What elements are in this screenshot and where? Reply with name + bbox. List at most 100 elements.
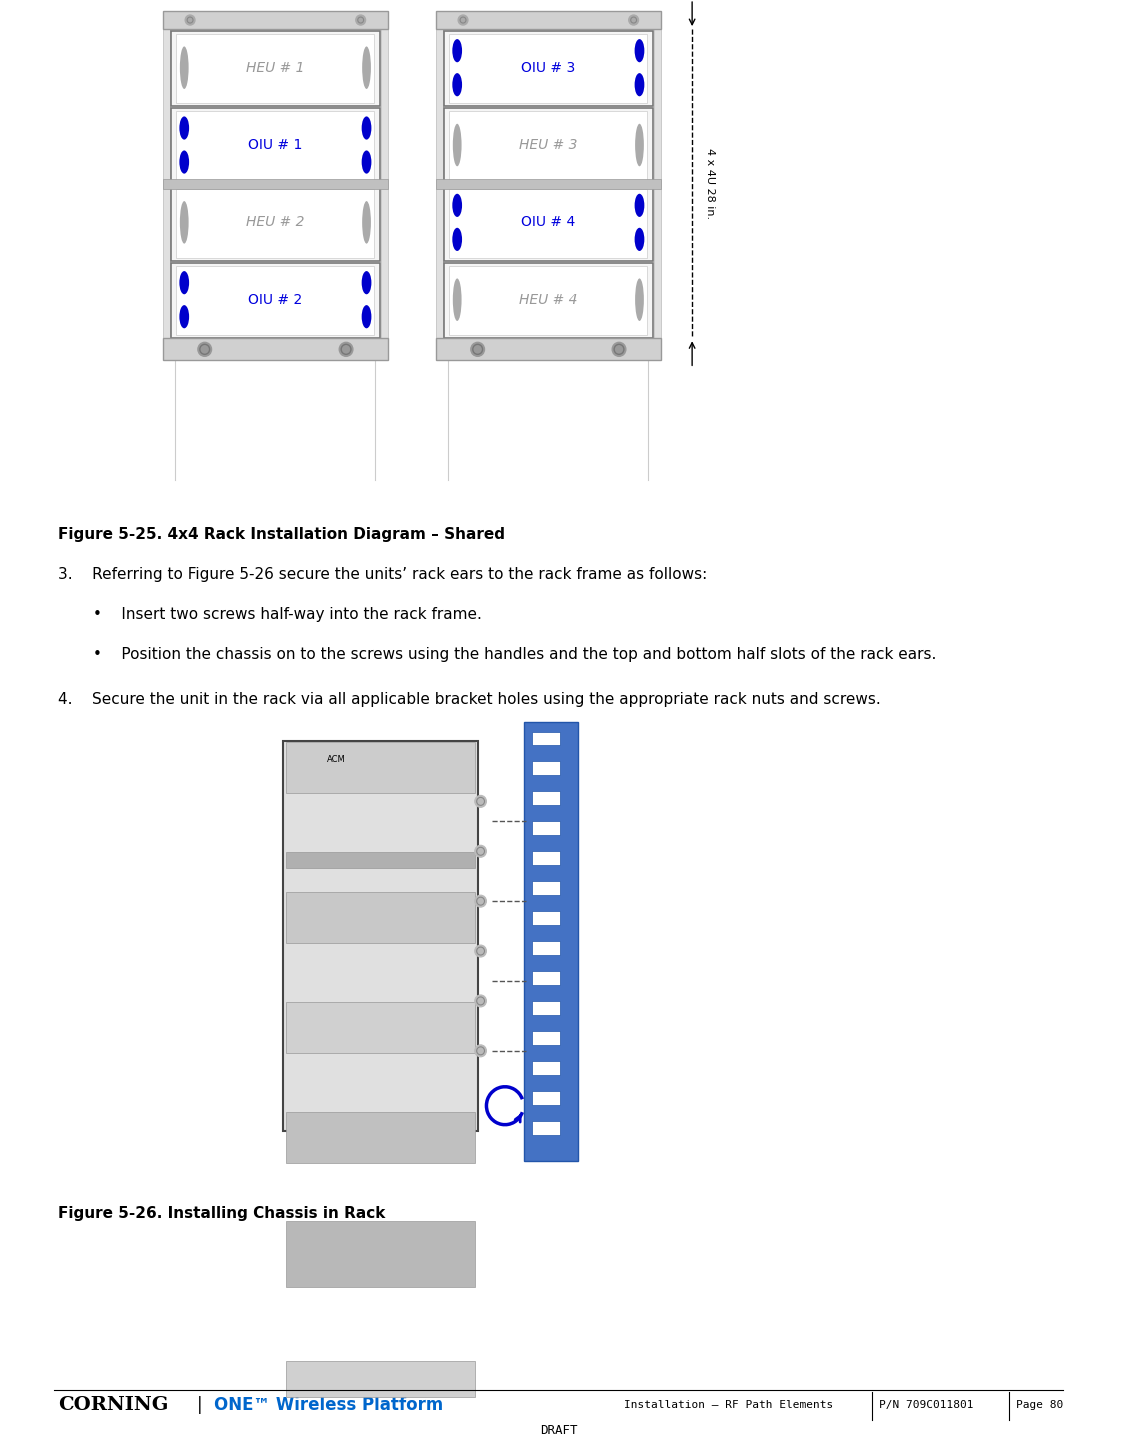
- Text: •    Insert two screws half-way into the rack frame.: • Insert two screws half-way into the ra…: [93, 607, 481, 622]
- Bar: [285, 852, 474, 868]
- Text: 3.    Referring to Figure 5-26 secure the units’ rack ears to the rack frame as : 3. Referring to Figure 5-26 secure the u…: [58, 567, 708, 581]
- Bar: [285, 892, 474, 943]
- Bar: [532, 1030, 559, 1045]
- Bar: [435, 12, 661, 29]
- Ellipse shape: [453, 124, 462, 167]
- Text: •    Position the chassis on to the screws using the handles and the top and bot: • Position the chassis on to the screws …: [93, 646, 936, 662]
- Bar: [176, 189, 375, 258]
- Bar: [449, 35, 647, 104]
- Text: 4 x 4U 28 in.: 4 x 4U 28 in.: [705, 148, 715, 219]
- Circle shape: [629, 14, 638, 24]
- Ellipse shape: [635, 227, 644, 250]
- Ellipse shape: [362, 271, 371, 295]
- Circle shape: [198, 342, 212, 357]
- Circle shape: [458, 14, 468, 24]
- Text: ONE™ Wireless Platform: ONE™ Wireless Platform: [214, 1396, 444, 1415]
- Bar: [532, 852, 559, 865]
- Text: HEU # 3: HEU # 3: [519, 138, 578, 153]
- Bar: [163, 29, 170, 338]
- Bar: [532, 941, 559, 955]
- Bar: [171, 32, 380, 106]
- Ellipse shape: [635, 124, 644, 167]
- Bar: [444, 108, 653, 184]
- Text: OIU # 4: OIU # 4: [521, 216, 575, 229]
- Bar: [285, 743, 474, 793]
- Ellipse shape: [635, 39, 644, 62]
- Circle shape: [474, 845, 486, 858]
- Ellipse shape: [362, 201, 371, 243]
- Bar: [444, 186, 653, 260]
- Text: Page 80: Page 80: [1015, 1400, 1063, 1410]
- Bar: [171, 186, 380, 260]
- Text: |: |: [197, 1396, 203, 1415]
- Ellipse shape: [180, 271, 189, 295]
- Ellipse shape: [180, 117, 189, 140]
- Text: Installation – RF Path Elements: Installation – RF Path Elements: [623, 1400, 833, 1410]
- Bar: [176, 35, 375, 104]
- Ellipse shape: [453, 227, 462, 250]
- Text: 4.    Secure the unit in the rack via all applicable bracket holes using the app: 4. Secure the unit in the rack via all a…: [58, 692, 881, 707]
- Text: OIU # 1: OIU # 1: [249, 138, 303, 153]
- Bar: [176, 266, 375, 335]
- Bar: [449, 189, 647, 258]
- Bar: [285, 1361, 474, 1397]
- Ellipse shape: [180, 151, 189, 174]
- Bar: [435, 178, 661, 189]
- Bar: [285, 1222, 474, 1288]
- Circle shape: [474, 945, 486, 957]
- Bar: [532, 1002, 559, 1014]
- Bar: [532, 822, 559, 835]
- Text: DRAFT: DRAFT: [540, 1423, 578, 1436]
- Text: OIU # 2: OIU # 2: [249, 292, 303, 307]
- Ellipse shape: [453, 194, 462, 217]
- Circle shape: [339, 342, 353, 357]
- Ellipse shape: [453, 278, 462, 321]
- Text: P/N 709C011801: P/N 709C011801: [879, 1400, 974, 1410]
- Bar: [525, 721, 578, 1161]
- Ellipse shape: [180, 305, 189, 328]
- Text: HEU # 2: HEU # 2: [246, 216, 305, 229]
- Text: Figure 5-26. Installing Chassis in Rack: Figure 5-26. Installing Chassis in Rack: [58, 1206, 386, 1220]
- Text: HEU # 4: HEU # 4: [519, 292, 578, 307]
- Bar: [449, 111, 647, 181]
- Text: HEU # 1: HEU # 1: [246, 60, 305, 75]
- Bar: [532, 881, 559, 895]
- Text: ACM: ACM: [327, 755, 346, 764]
- Bar: [532, 1061, 559, 1075]
- Bar: [532, 761, 559, 776]
- Circle shape: [355, 14, 366, 24]
- Bar: [163, 338, 388, 360]
- Bar: [285, 1112, 474, 1163]
- Circle shape: [471, 342, 485, 357]
- Circle shape: [474, 796, 486, 807]
- Bar: [532, 1121, 559, 1135]
- Bar: [163, 12, 388, 29]
- Text: CORNING: CORNING: [58, 1396, 168, 1415]
- Circle shape: [612, 342, 626, 357]
- Ellipse shape: [362, 151, 371, 174]
- Bar: [435, 338, 661, 360]
- Ellipse shape: [635, 278, 644, 321]
- Bar: [532, 911, 559, 925]
- Circle shape: [474, 1045, 486, 1056]
- Bar: [283, 741, 478, 1131]
- Bar: [444, 263, 653, 338]
- Ellipse shape: [180, 201, 189, 243]
- Bar: [171, 108, 380, 184]
- Ellipse shape: [180, 46, 189, 89]
- Bar: [532, 1091, 559, 1105]
- Bar: [449, 266, 647, 335]
- Ellipse shape: [362, 305, 371, 328]
- Bar: [532, 791, 559, 806]
- Bar: [444, 32, 653, 106]
- Bar: [176, 111, 375, 181]
- Bar: [654, 29, 661, 338]
- Bar: [532, 971, 559, 984]
- Bar: [163, 178, 388, 189]
- Circle shape: [474, 895, 486, 907]
- Ellipse shape: [635, 73, 644, 96]
- Ellipse shape: [453, 39, 462, 62]
- Text: OIU # 3: OIU # 3: [521, 60, 575, 75]
- Ellipse shape: [362, 117, 371, 140]
- Text: Figure 5-25. 4x4 Rack Installation Diagram – Shared: Figure 5-25. 4x4 Rack Installation Diagr…: [58, 527, 505, 543]
